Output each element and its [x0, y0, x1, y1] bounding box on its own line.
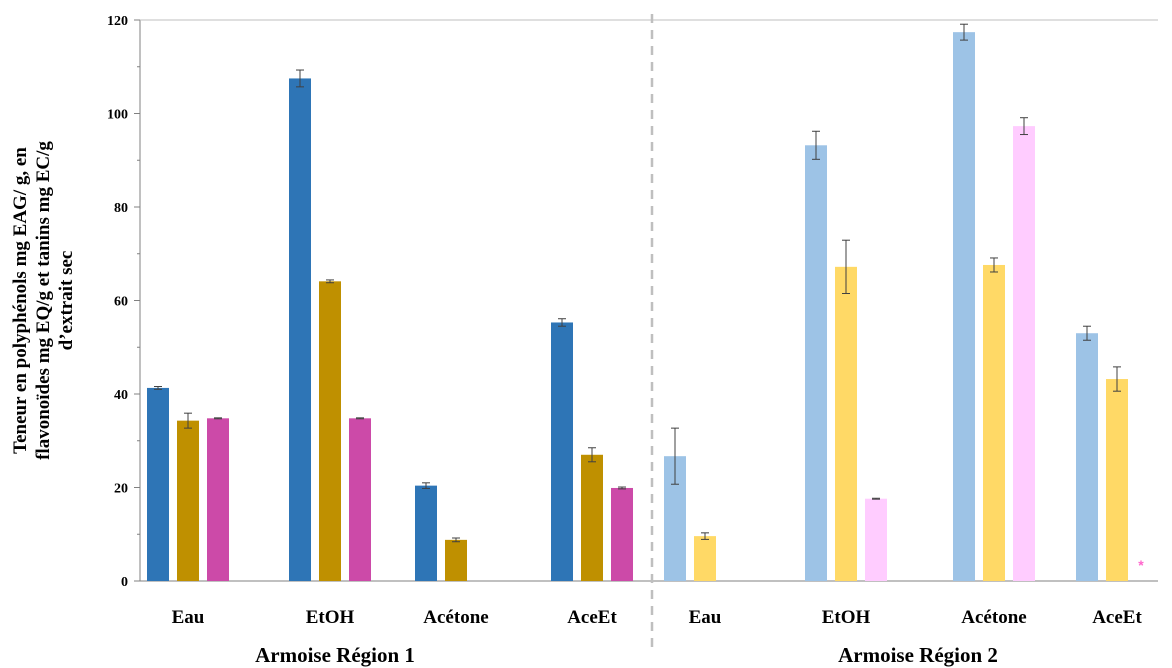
y-tick-label: 20 [114, 482, 128, 497]
bar [1106, 379, 1128, 581]
group-label: Armoise Région 2 [838, 643, 998, 667]
bar [445, 539, 467, 581]
y-axis-title-line: flavonoïdes mg EQ/g et tanins mg EC/g [33, 141, 54, 460]
annotation-asterisk: * [1138, 557, 1144, 573]
bar [611, 487, 633, 581]
y-axis-title-line: d’extrait sec [56, 251, 77, 351]
y-tick-label: 100 [107, 108, 128, 123]
category-label: AceEt [1092, 607, 1142, 628]
category-label: AceEt [567, 607, 617, 628]
bar [835, 266, 857, 581]
category-label: EtOH [306, 607, 355, 628]
y-tick-label: 80 [114, 201, 128, 216]
category-label: Eau [689, 607, 722, 628]
bar [694, 536, 716, 581]
bar [147, 387, 169, 581]
y-axis-title-line: Teneur en polyphénols mg EAG/ g, en [10, 147, 31, 454]
bar [983, 264, 1005, 581]
bar [551, 322, 573, 581]
bar [865, 498, 887, 581]
y-tick-label: 120 [107, 14, 128, 29]
bar [1076, 333, 1098, 581]
category-label: EtOH [822, 607, 871, 628]
bar [349, 418, 371, 581]
group-label: Armoise Région 1 [255, 643, 415, 667]
category-label: Acétone [423, 607, 488, 628]
category-label: Eau [172, 607, 205, 628]
y-tick-label: 60 [114, 295, 128, 310]
bar [805, 145, 827, 582]
bar [581, 454, 603, 581]
bars [147, 23, 1128, 582]
bar [289, 78, 311, 581]
bar [207, 418, 229, 581]
category-labels: Eau EtOH Acétone AceEt Armoise Région 1 Eau Et… [172, 557, 1145, 667]
bar [953, 32, 975, 581]
y-tick-label: 40 [114, 388, 128, 403]
bar [1013, 126, 1035, 581]
bar [664, 456, 686, 581]
bar [319, 281, 341, 581]
y-axis-title: Teneur en polyphénols mg EAG/ g, en flavo… [10, 141, 77, 460]
bar [415, 485, 437, 581]
category-label: Acétone [961, 607, 1026, 628]
y-tick-label: 0 [121, 575, 128, 590]
bar [177, 420, 199, 581]
